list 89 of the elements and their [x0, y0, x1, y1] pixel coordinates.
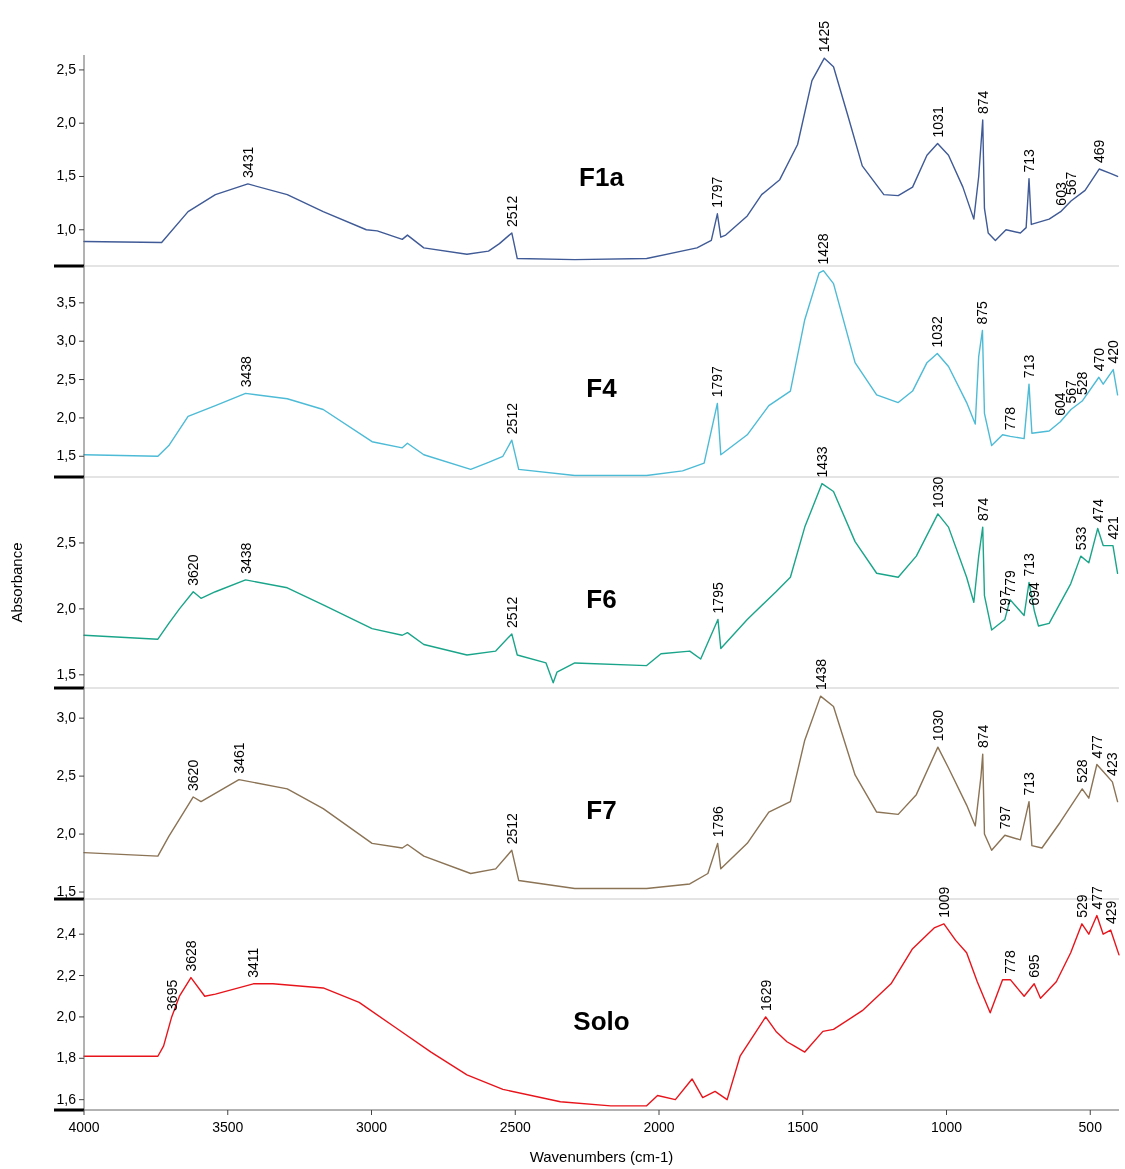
annotation: 3695 [163, 979, 180, 1011]
y-tick-label: 1,8 [56, 1049, 77, 1066]
annotation: 713 [1021, 772, 1038, 796]
annotation: 713 [1021, 552, 1038, 577]
series-label: F6 [586, 583, 617, 614]
annotation: 875 [974, 300, 991, 325]
annotation: 421 [1104, 516, 1121, 540]
annotation: 2512 [503, 812, 520, 845]
y-tick-label: 2,5 [56, 767, 77, 784]
annotation: 874 [974, 90, 991, 115]
annotation: 477 [1088, 734, 1105, 759]
annotation: 429 [1102, 900, 1119, 925]
y-tick-label: 2,0 [56, 599, 77, 616]
y-tick-label: 2,5 [56, 533, 77, 550]
annotation: 3628 [182, 940, 199, 972]
annotation: 528 [1074, 759, 1091, 783]
y-tick-label: 1,5 [56, 883, 77, 900]
annotation: 1433 [814, 446, 831, 478]
x-axis-title: Wavenumbers (cm-1) [529, 1148, 674, 1165]
x-tick-label: 2000 [643, 1119, 675, 1135]
annotation: 533 [1072, 526, 1089, 551]
y-tick-label: 3,0 [56, 332, 77, 349]
annotation: 529 [1073, 894, 1090, 918]
annotation: 420 [1105, 340, 1122, 364]
text: Solo [573, 1005, 630, 1036]
annotation: 1438 [812, 658, 829, 691]
annotation: 3461 [230, 742, 247, 774]
y-tick-label: 1,5 [56, 665, 77, 682]
annotation: 1032 [929, 316, 946, 348]
y-tick-label: 2,5 [56, 60, 77, 77]
annotation: 2512 [503, 195, 520, 227]
annotation: 3620 [185, 759, 202, 791]
annotation: 778 [1002, 406, 1019, 431]
y-tick-label: 2,0 [56, 1007, 77, 1024]
x-tick-label: 4000 [68, 1119, 100, 1135]
annotation: 3438 [237, 542, 254, 574]
annotation: 874 [974, 724, 991, 749]
annotation: 423 [1104, 752, 1121, 776]
y-tick-label: 1,6 [56, 1090, 77, 1107]
annotation: 797 [996, 805, 1013, 830]
annotation: 713 [1021, 354, 1038, 379]
y-tick-label: 2,2 [56, 966, 77, 983]
annotation: 3620 [185, 554, 202, 586]
annotation: 1797 [709, 176, 726, 208]
text: F4 [586, 372, 618, 403]
x-tick-label: 1500 [787, 1119, 819, 1135]
annotation: 1428 [815, 233, 832, 265]
annotation: 1425 [816, 20, 833, 53]
annotation: 1031 [929, 106, 946, 138]
annotation: 1009 [935, 886, 952, 918]
x-tick-label: 3000 [355, 1119, 388, 1135]
annotation: 3411 [245, 947, 262, 978]
annotation: 1030 [929, 476, 946, 508]
annotation: 713 [1021, 149, 1038, 173]
y-axis-title: Absorbance [8, 542, 25, 623]
annotation: 3431 [239, 146, 256, 178]
y-tick-label: 3,5 [56, 293, 77, 310]
annotation: 874 [974, 497, 991, 522]
annotation: 469 [1091, 139, 1108, 164]
y-tick-label: 2,5 [56, 370, 77, 387]
y-tick-label: 2,0 [56, 825, 77, 842]
y-tick-label: 3,0 [56, 709, 77, 726]
y-tick-label: 2,0 [56, 408, 77, 425]
annotation: 1795 [709, 582, 726, 614]
x-tick-label: 1000 [930, 1119, 963, 1135]
annotation: 1797 [709, 365, 726, 398]
annotation: 2512 [503, 596, 520, 628]
y-tick-label: 1,5 [56, 167, 77, 184]
annotation: 477 [1088, 885, 1105, 910]
annotation: 1629 [757, 979, 774, 1011]
annotation: 1030 [929, 709, 946, 742]
annotation: 3438 [237, 356, 254, 388]
line-series [83, 269, 1119, 477]
annotation: 470 [1090, 347, 1107, 372]
y-tick-label: 2,4 [56, 925, 77, 942]
y-tick-label: 2,0 [56, 114, 77, 131]
text: F7 [586, 794, 617, 825]
annotation: 778 [1002, 950, 1019, 974]
annotation: 2512 [503, 402, 520, 435]
text: F1a [579, 161, 625, 192]
x-tick-label: 500 [1078, 1119, 1103, 1135]
annotation: 474 [1089, 498, 1106, 523]
x-tick-label: 2500 [499, 1119, 532, 1135]
y-tick-label: 1,0 [56, 220, 77, 237]
annotation: 695 [1026, 954, 1043, 978]
annotation: 1796 [709, 805, 726, 838]
annotation: 694 [1026, 581, 1043, 606]
y-tick-label: 1,5 [56, 447, 77, 464]
x-tick-label: 3500 [212, 1119, 244, 1135]
